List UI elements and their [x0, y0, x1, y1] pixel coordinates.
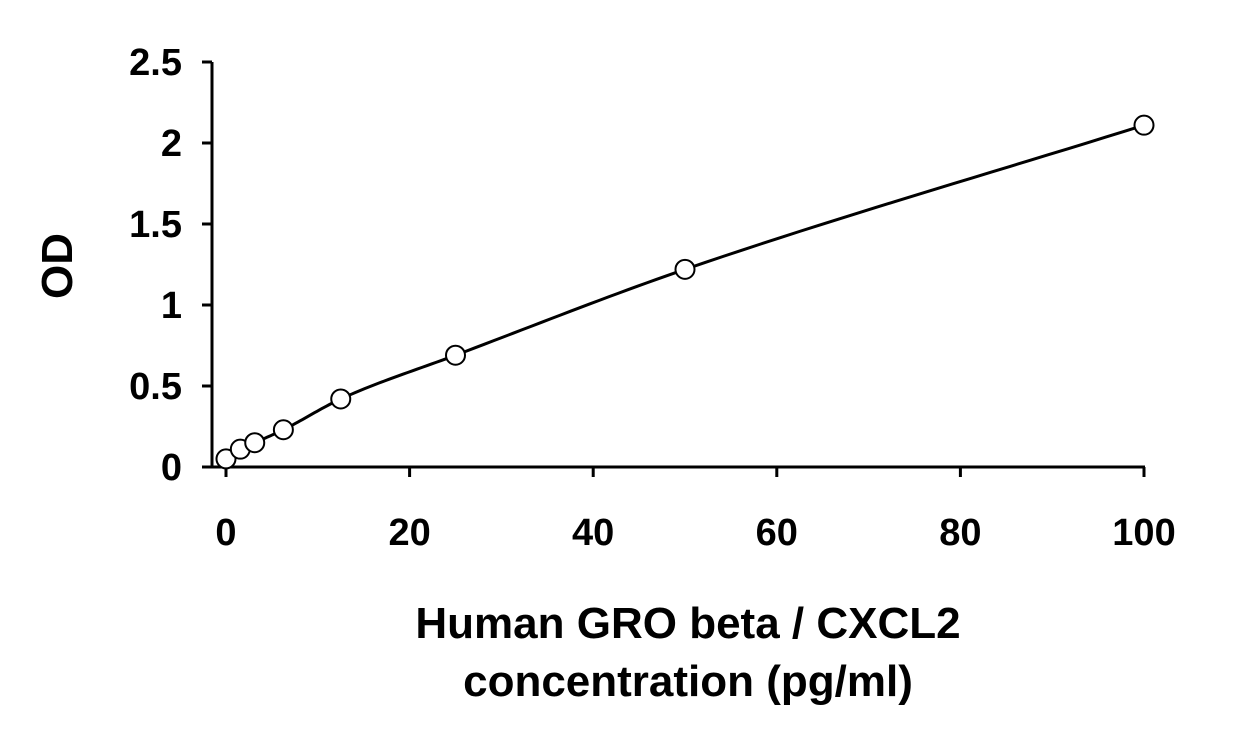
x-axis-title-line-2: concentration (pg/ml) [463, 657, 913, 706]
data-point [244, 432, 266, 454]
data-points [215, 114, 1155, 470]
y-tick-label: 2.5 [129, 42, 182, 84]
data-point [272, 419, 294, 441]
x-axis-title-line-1: Human GRO beta / CXCL2 [415, 599, 960, 648]
y-tick-label: 0 [161, 447, 182, 489]
data-point [215, 448, 237, 470]
x-tick-label: 20 [388, 512, 430, 554]
axes [210, 62, 1145, 469]
fit-curve-group [225, 123, 1145, 461]
data-point [1133, 114, 1155, 136]
y-tick-label: 2 [161, 123, 182, 165]
fit-curve [225, 123, 1145, 461]
ticks: 0 20 40 60 80 100 0 0.5 1 1.5 2 2.5 [129, 42, 1176, 554]
x-tick-label: 80 [939, 512, 981, 554]
data-point [330, 388, 352, 410]
data-point [445, 344, 466, 366]
y-axis-title: OD [33, 233, 82, 299]
data-point [674, 258, 696, 280]
x-tick-label: 0 [215, 512, 236, 554]
y-tick-label: 1.5 [129, 204, 182, 246]
x-tick-label: 40 [572, 512, 614, 554]
x-tick-label: 60 [756, 512, 798, 554]
x-tick-label: 100 [1112, 512, 1175, 554]
y-tick-label: 0.5 [129, 366, 182, 408]
y-tick-label: 1 [161, 285, 182, 327]
